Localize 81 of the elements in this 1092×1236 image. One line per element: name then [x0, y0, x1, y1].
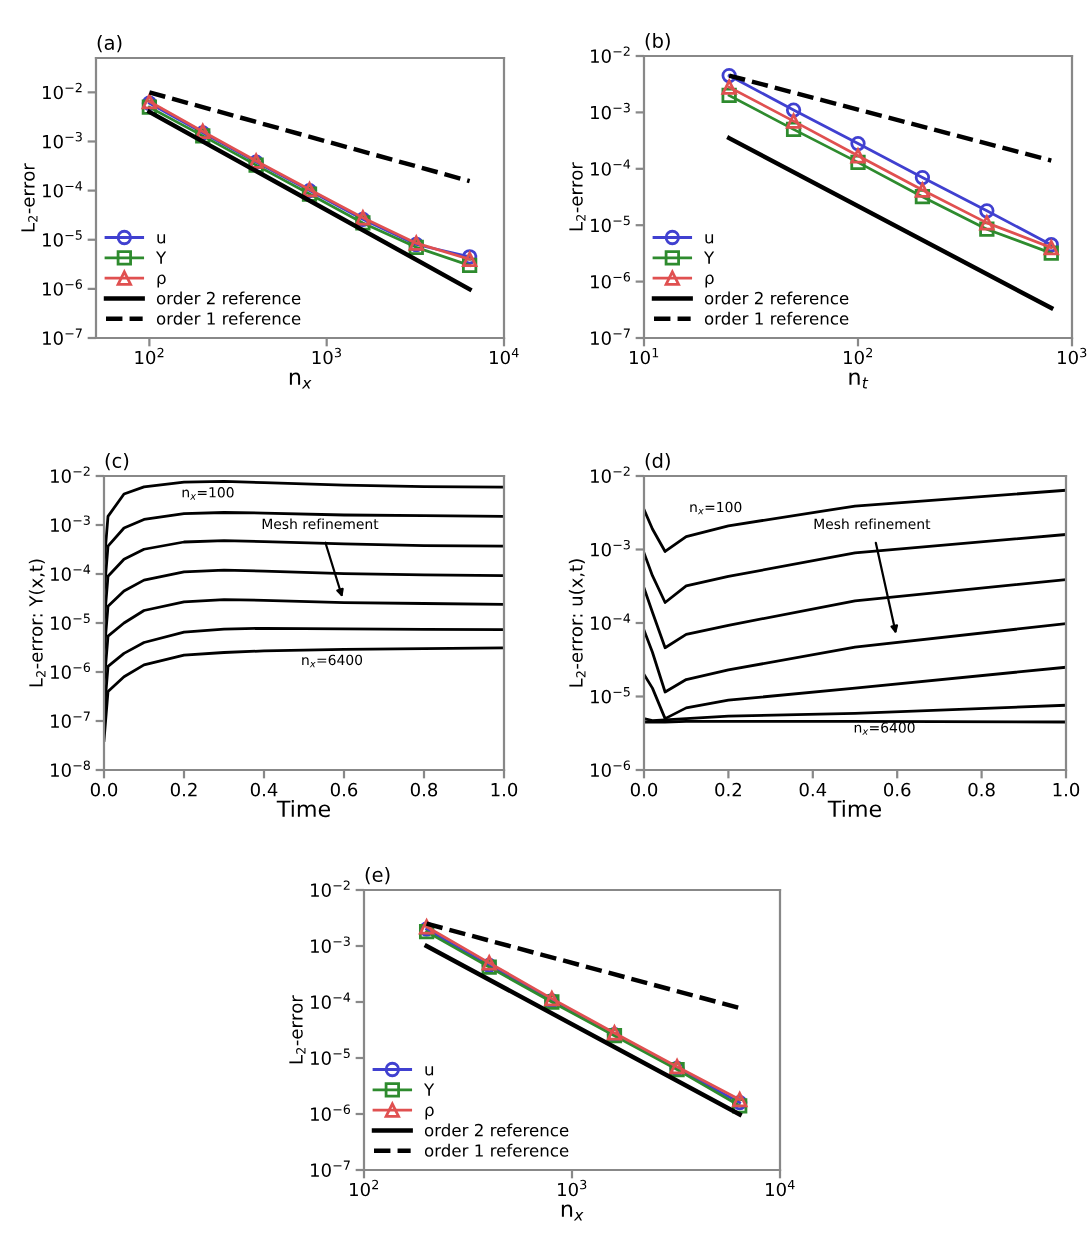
y-tick-label: 10$^{−2}$: [311, 880, 350, 897]
legend-label: order 2 reference: [424, 1123, 569, 1137]
y-tick-label: 10$^{−4}$: [591, 613, 631, 630]
y-tick-label: 10$^{−5}$: [591, 687, 630, 704]
y-tick-label: 10$^{−4}$: [591, 159, 631, 176]
x-tick-label: 1.0: [491, 782, 518, 797]
x-tick-label: 0.4: [799, 782, 827, 797]
y-tick-label: 10$^{−6}$: [311, 1104, 351, 1121]
y-tick-label: 10$^{−6}$: [51, 662, 91, 679]
x-tick-label: 0.2: [170, 782, 197, 797]
x-tick-label: 0.6: [884, 782, 911, 797]
legend-label: ρ: [705, 274, 714, 288]
x-tick-label: 10$^{1}$: [630, 347, 659, 365]
x-tick-label: 10$^{3}$: [1058, 347, 1087, 365]
x-axis-title: n$_{x}$: [289, 372, 312, 389]
x-tick-label: 1.0: [1053, 782, 1080, 797]
legend-label: Y: [703, 251, 715, 264]
y-tick-label: 10$^{−7}$: [311, 1160, 350, 1177]
chart-title: (e): [365, 866, 390, 885]
legend-label: Y: [155, 251, 167, 264]
legend-label: order 2 reference: [704, 291, 849, 305]
y-tick-label: 10$^{−2}$: [51, 466, 90, 483]
y-tick-label: 10$^{−2}$: [591, 46, 630, 63]
y-axis-title: L$_{2}$-error: [569, 162, 586, 231]
y-tick-label: 10$^{−3}$: [51, 515, 90, 532]
x-axis-title: n$_{x}$: [561, 1204, 584, 1221]
y-tick-label: 10$^{−3}$: [591, 102, 630, 120]
legend-label: ρ: [157, 274, 166, 288]
y-tick-label: 10$^{−5}$: [43, 230, 82, 247]
chart-title: (b): [645, 32, 670, 51]
x-axis-title: Time: [276, 799, 330, 818]
y-tick-label: 10$^{−6}$: [591, 272, 631, 289]
y-axis-title: L$_{2}$-error: u(x,t): [568, 559, 586, 687]
x-tick-label: 10$^{4}$: [490, 347, 519, 365]
x-tick-label: 10$^{3}$: [558, 1179, 587, 1197]
y-tick-label: 10$^{−4}$: [51, 564, 91, 581]
y-tick-label: 10$^{−4}$: [43, 181, 83, 198]
y-tick-label: 10$^{−7}$: [591, 328, 630, 345]
chart-title: (d): [645, 452, 670, 471]
y-tick-label: 10$^{−6}$: [591, 760, 631, 777]
legend-label: order 1 reference: [424, 1143, 569, 1157]
x-tick-label: 0.6: [330, 782, 358, 797]
y-tick-label: 10$^{−8}$: [51, 760, 90, 777]
x-tick-label: 0.8: [410, 782, 438, 797]
legend-label: order 1 reference: [156, 311, 301, 325]
y-tick-label: 10$^{−6}$: [43, 279, 83, 296]
x-tick-label: 10$^{3}$: [312, 347, 341, 365]
x-tick-label: 0.0: [90, 782, 118, 797]
y-tick-label: 10$^{−3}$: [43, 131, 82, 149]
chart-title: (a): [97, 34, 122, 53]
y-tick-label: 10$^{−5}$: [51, 613, 90, 630]
y-axis-title: L$_{2}$-error: Y(x,t): [28, 559, 46, 687]
y-tick-label: 10$^{−7}$: [43, 328, 82, 345]
legend-label: u: [157, 234, 166, 244]
legend-label: u: [425, 1066, 434, 1076]
x-tick-label: 10$^{2}$: [844, 347, 873, 365]
x-tick-label: 10$^{4}$: [766, 1179, 795, 1197]
x-axis-title: n$_{t}$: [849, 372, 869, 389]
x-tick-label: 10$^{2}$: [350, 1179, 379, 1197]
legend-label: ρ: [425, 1106, 434, 1120]
y-axis-title: L$_{2}$-error: [289, 995, 306, 1064]
y-tick-label: 10$^{−5}$: [311, 1048, 350, 1065]
chart-title: (c): [105, 452, 129, 471]
legend-label: order 1 reference: [704, 311, 849, 325]
x-tick-label: 0.8: [968, 782, 995, 797]
y-tick-label: 10$^{−5}$: [591, 215, 630, 233]
y-tick-label: 10$^{−2}$: [591, 466, 630, 483]
x-axis-title: Time: [827, 799, 881, 818]
x-tick-label: 0.0: [630, 782, 658, 797]
legend-label: u: [705, 234, 714, 244]
legend-label: Y: [423, 1083, 435, 1096]
y-tick-label: 10$^{−4}$: [311, 992, 351, 1009]
y-axis-title: L$_{2}$-error: [21, 163, 38, 232]
y-tick-label: 10$^{−2}$: [43, 82, 82, 100]
y-tick-label: 10$^{−3}$: [311, 936, 350, 953]
x-tick-label: 10$^{2}$: [135, 347, 164, 365]
legend-label: order 2 reference: [156, 291, 301, 305]
y-tick-label: 10$^{−3}$: [591, 539, 630, 557]
x-tick-label: 0.4: [250, 782, 278, 797]
x-tick-label: 0.2: [715, 782, 741, 797]
y-tick-label: 10$^{−7}$: [51, 711, 90, 728]
